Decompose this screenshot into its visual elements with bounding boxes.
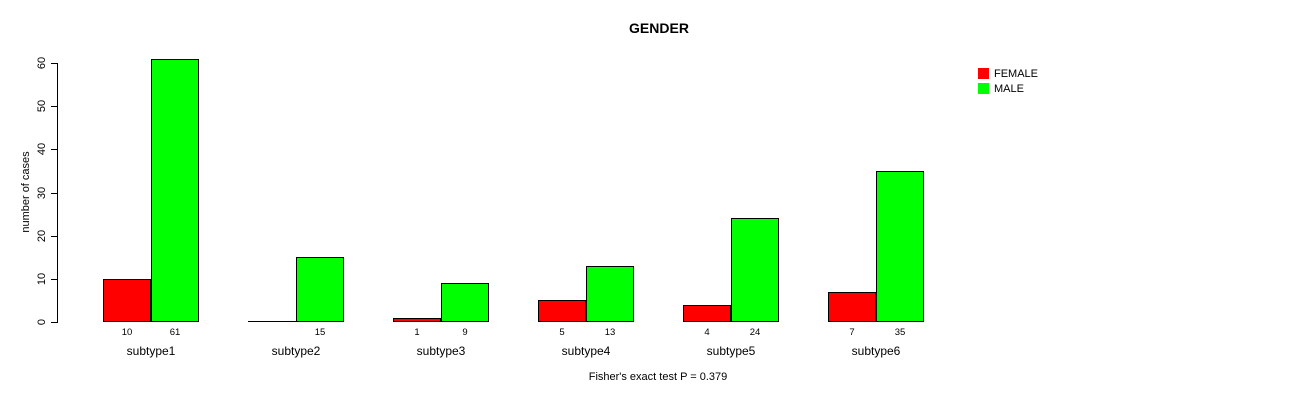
bar-value-label: 61 — [169, 327, 181, 338]
y-tick — [51, 236, 57, 237]
y-axis-line — [57, 63, 58, 323]
bar-value-label: 7 — [849, 327, 855, 338]
y-tick — [51, 149, 57, 150]
bar-value-label: 4 — [704, 327, 710, 338]
category-label: subtype1 — [126, 344, 176, 358]
y-tick — [51, 106, 57, 107]
footnote: Fisher's exact test P = 0.379 — [588, 371, 728, 383]
bar-value-label: 13 — [604, 327, 616, 338]
y-tick-label: 30 — [36, 186, 48, 200]
bar-female-subtype5 — [683, 305, 731, 322]
y-tick-label: 40 — [36, 142, 48, 156]
bar-female-subtype1 — [103, 279, 151, 322]
y-tick — [51, 63, 57, 64]
category-label: subtype4 — [561, 344, 611, 358]
legend-label: MALE — [994, 82, 1024, 95]
y-tick-label: 10 — [36, 272, 48, 286]
bar-value-label: 15 — [314, 327, 326, 338]
bar-female-subtype3 — [393, 318, 441, 322]
bar-female-subtype2 — [248, 321, 296, 322]
bar-male-subtype3 — [441, 283, 489, 322]
bar-female-subtype6 — [828, 292, 876, 322]
legend-swatch-male — [978, 83, 989, 94]
y-tick-label: 50 — [36, 99, 48, 113]
bar-value-label: 5 — [559, 327, 565, 338]
legend: FEMALE MALE — [978, 66, 1038, 96]
bar-male-subtype2 — [296, 257, 344, 322]
bar-female-subtype4 — [538, 300, 586, 322]
y-tick-label: 60 — [36, 56, 48, 70]
category-label: subtype5 — [706, 344, 756, 358]
bar-male-subtype4 — [586, 266, 634, 322]
legend-row: FEMALE — [978, 66, 1038, 81]
y-tick-label: 0 — [36, 318, 48, 326]
bar-value-label: 9 — [462, 327, 468, 338]
y-tick — [51, 322, 57, 323]
bar-value-label: 10 — [121, 327, 133, 338]
category-label: subtype3 — [416, 344, 466, 358]
y-tick — [51, 279, 57, 280]
bar-male-subtype6 — [876, 171, 924, 322]
y-axis-label: number of cases — [20, 151, 32, 233]
y-tick-label: 20 — [36, 229, 48, 243]
bar-value-label: 24 — [749, 327, 761, 338]
y-tick — [51, 193, 57, 194]
legend-label: FEMALE — [994, 67, 1039, 80]
legend-row: MALE — [978, 81, 1038, 96]
bar-male-subtype1 — [151, 59, 199, 322]
chart-title: GENDER — [629, 20, 689, 36]
bar-value-label: 35 — [894, 327, 906, 338]
bar-value-label: 1 — [414, 327, 420, 338]
bar-male-subtype5 — [731, 218, 779, 322]
category-label: subtype6 — [851, 344, 901, 358]
legend-swatch-female — [978, 68, 989, 79]
category-label: subtype2 — [271, 344, 321, 358]
